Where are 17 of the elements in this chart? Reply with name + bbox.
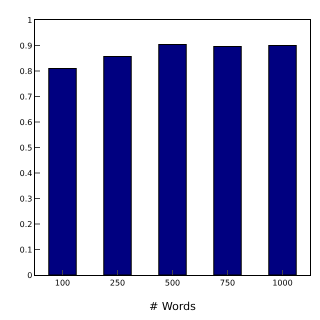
x-tick-label: 1000 bbox=[272, 278, 293, 288]
y-tick-label: 1 bbox=[27, 16, 32, 25]
x-tick-label: 750 bbox=[220, 278, 236, 288]
y-tick-label: 0.1 bbox=[20, 245, 32, 254]
y-tick-label: 0.2 bbox=[20, 220, 32, 229]
y-tick-label: 0.4 bbox=[20, 168, 32, 178]
x-axis-title: # Words bbox=[149, 300, 196, 313]
y-tick-label: 0.5 bbox=[20, 143, 32, 152]
x-tick-label: 100 bbox=[54, 278, 70, 288]
y-tick-label: 0.9 bbox=[20, 41, 32, 50]
y-tick-label: 0.7 bbox=[20, 92, 32, 102]
y-tick-label: 0 bbox=[27, 270, 32, 280]
y-tick-label: 0.8 bbox=[20, 66, 32, 76]
y-tick-label: 0.6 bbox=[20, 118, 32, 127]
x-tick-label: 500 bbox=[164, 278, 180, 288]
x-tick-label: 250 bbox=[110, 278, 126, 288]
y-tick-label: 0.3 bbox=[20, 194, 32, 204]
